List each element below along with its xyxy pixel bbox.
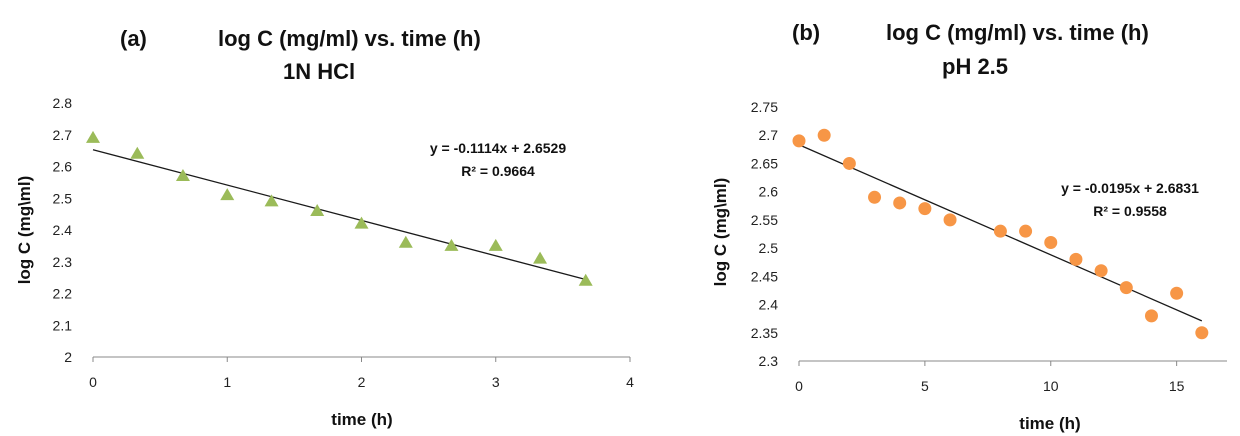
y-tick-label-a: 2.7: [53, 127, 73, 143]
data-point-b: [1019, 224, 1033, 238]
data-point-b: [1144, 309, 1158, 323]
x-axis-title-a: time (h): [331, 410, 392, 429]
data-point-a: [488, 238, 503, 251]
y-tick-label-b: 2.65: [751, 155, 778, 171]
plot-area-a: 2 2.1 2.2 2.3 2.4 2.5 2.6 2.7 2.8 0 1 2 3 4: [53, 95, 635, 390]
data-point-a: [175, 169, 190, 182]
y-tick-label-b: 2.4: [759, 297, 779, 313]
data-point-b: [1119, 281, 1133, 295]
r-squared-a: R² = 0.9664: [461, 163, 535, 179]
chart-subtitle-a: 1N HCl: [283, 59, 355, 84]
data-point-b: [918, 202, 932, 216]
data-point-b: [943, 213, 957, 227]
chart-panel-a: (a) log C (mg/ml) vs. time (h) 1N HCl ti…: [15, 26, 634, 429]
y-tick-label-b: 2.6: [759, 184, 779, 200]
panel-label-b: (b): [792, 20, 820, 45]
trendline-a: [92, 149, 586, 281]
data-point-b: [1069, 252, 1083, 266]
data-point-b: [1094, 264, 1108, 278]
y-tick-label-b: 2.45: [751, 268, 778, 284]
y-tick-label-a: 2.8: [53, 95, 73, 111]
trendline-equation-a: y = -0.1114x + 2.6529: [430, 140, 566, 156]
x-tick-label-b: 10: [1043, 378, 1059, 394]
data-point-b: [842, 156, 856, 170]
data-point-b: [893, 196, 907, 210]
data-point-a: [578, 273, 593, 286]
trendline-equation-b: y = -0.0195x + 2.6831: [1061, 180, 1199, 196]
y-tick-label-a: 2: [64, 349, 72, 365]
data-point-a: [220, 188, 235, 201]
data-point-b: [1195, 326, 1209, 340]
data-point-a: [86, 130, 100, 143]
x-tick-label-b: 15: [1169, 378, 1185, 394]
chart-title-a: log C (mg/ml) vs. time (h): [218, 26, 481, 51]
y-tick-label-a: 2.1: [53, 317, 73, 333]
chart-title-b: log C (mg/ml) vs. time (h): [886, 20, 1149, 45]
x-axis-title-b: time (h): [1019, 414, 1080, 433]
data-point-b: [1170, 286, 1184, 300]
data-point-b: [993, 224, 1007, 238]
data-point-a: [533, 251, 548, 264]
y-tick-label-a: 2.5: [53, 190, 73, 206]
y-axis-title-a: log C (mg\ml): [15, 176, 34, 285]
x-tick-label-b: 5: [921, 378, 929, 394]
y-tick-label-b: 2.35: [751, 325, 778, 341]
y-tick-label-a: 2.6: [53, 159, 73, 175]
plot-area-b: 2.3 2.35 2.4 2.45 2.5 2.55 2.6 2.65 2.7 2.75 0 5 10 1…: [751, 99, 1227, 394]
data-point-b: [1044, 235, 1058, 249]
data-point-a: [264, 194, 279, 207]
y-tick-label-b: 2.55: [751, 212, 778, 228]
r-squared-b: R² = 0.9558: [1093, 203, 1167, 219]
x-tick-label-a: 0: [89, 374, 97, 390]
y-tick-label-b: 2.5: [759, 240, 779, 256]
data-point-b: [817, 128, 831, 142]
x-tick-label-a: 2: [358, 374, 366, 390]
data-point-a: [444, 238, 459, 251]
y-tick-label-a: 2.3: [53, 254, 73, 270]
y-tick-label-b: 2.3: [759, 353, 779, 369]
chart-subtitle-b: pH 2.5: [942, 54, 1008, 79]
y-tick-label-b: 2.75: [751, 99, 778, 115]
data-point-a: [354, 216, 369, 229]
x-tick-label-a: 4: [626, 374, 634, 390]
panel-label-a: (a): [120, 26, 147, 51]
x-tick-label-a: 1: [223, 374, 231, 390]
y-tick-label-a: 2.4: [53, 222, 73, 238]
data-point-a: [130, 146, 145, 159]
x-tick-label-a: 3: [492, 374, 500, 390]
y-tick-label-a: 2.2: [53, 286, 73, 302]
data-point-a: [398, 235, 413, 248]
data-point-b: [792, 134, 806, 148]
x-tick-label-b: 0: [795, 378, 803, 394]
y-tick-label-b: 2.7: [759, 127, 779, 143]
data-point-b: [868, 190, 882, 204]
data-point-a: [310, 203, 325, 216]
chart-panel-b: (b) log C (mg/ml) vs. time (h) pH 2.5 ti…: [711, 20, 1227, 433]
y-axis-title-b: log C (mg\ml): [711, 178, 730, 287]
